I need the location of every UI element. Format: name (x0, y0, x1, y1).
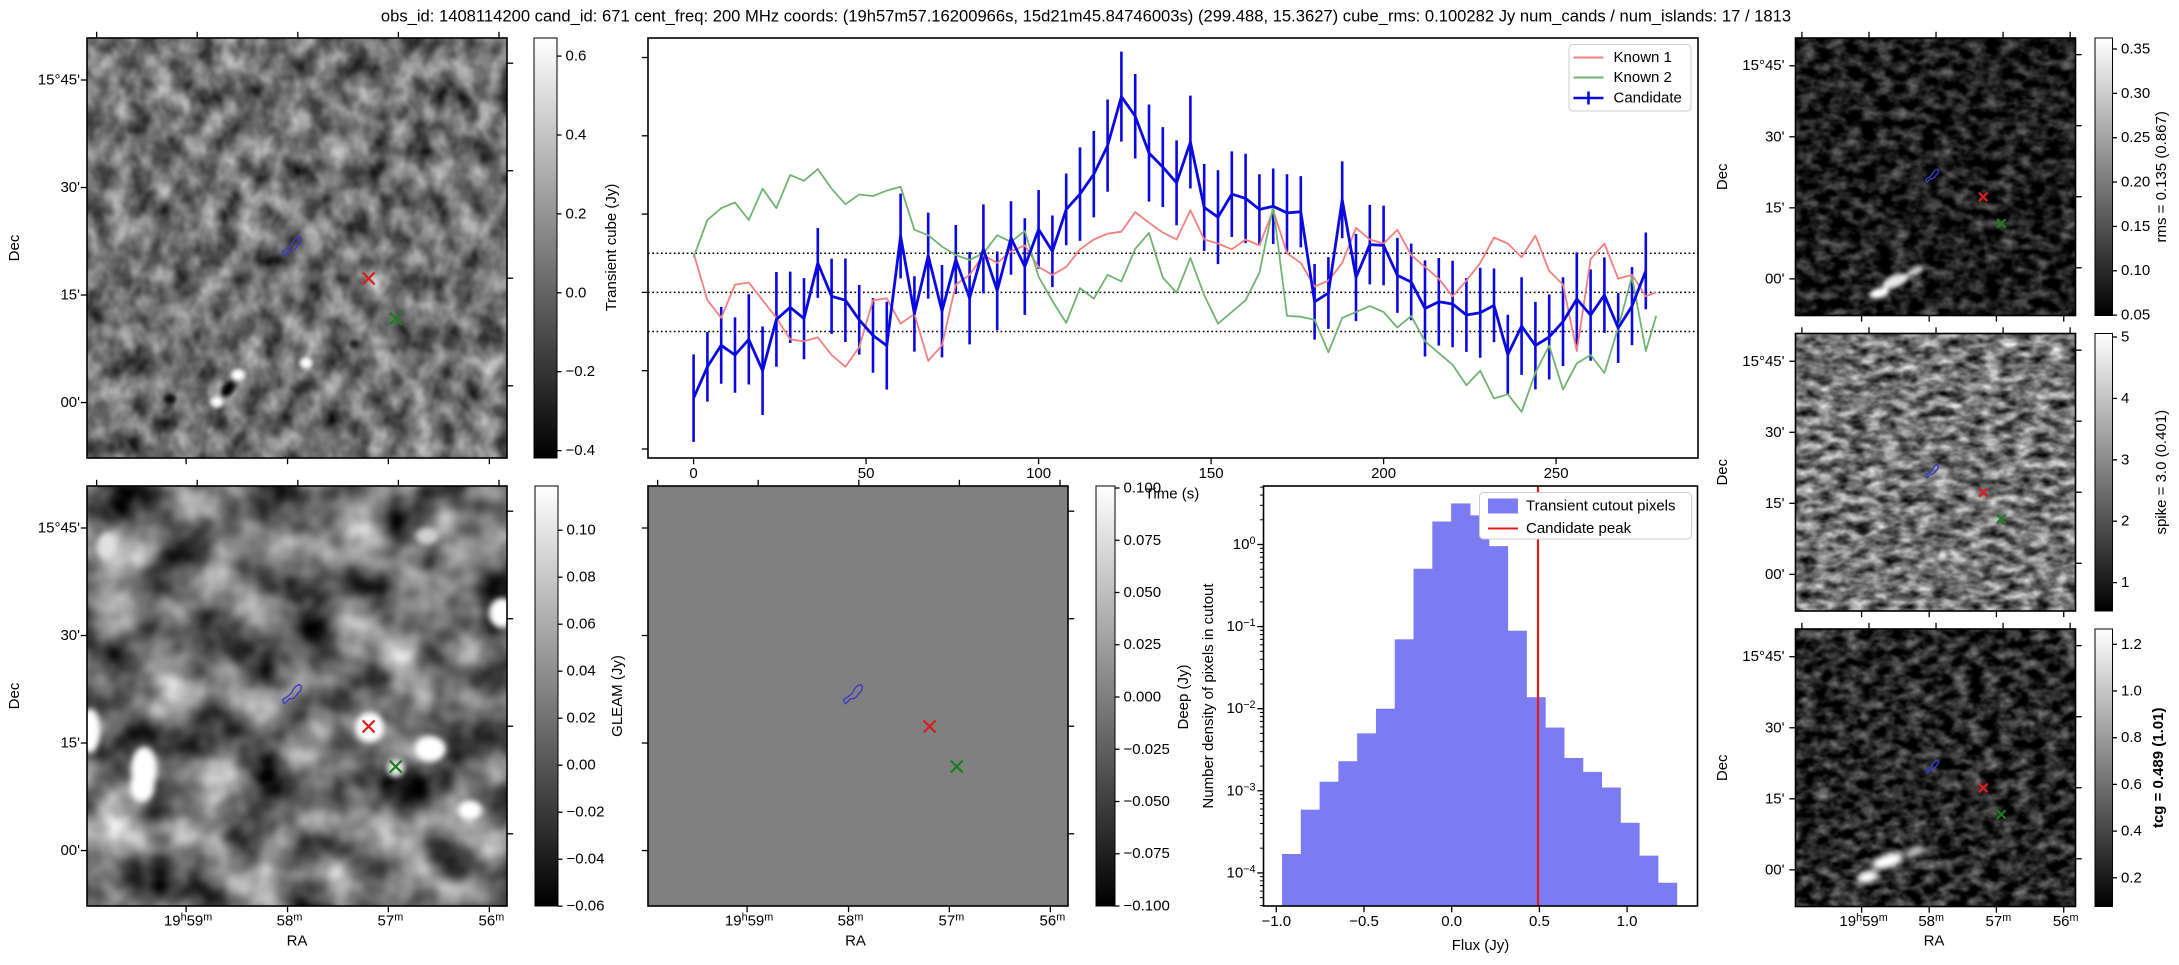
svg-text:0.6: 0.6 (2121, 776, 2142, 793)
svg-text:0.05: 0.05 (2121, 307, 2150, 324)
svg-text:0.075: 0.075 (1124, 532, 1162, 549)
svg-text:0.15: 0.15 (2121, 218, 2150, 235)
svg-text:1.0: 1.0 (2121, 682, 2142, 699)
svg-text:−0.02: −0.02 (567, 804, 605, 821)
svg-text:00': 00' (60, 842, 80, 859)
svg-text:−0.04: −0.04 (567, 851, 605, 868)
svg-text:GLEAM (Jy): GLEAM (Jy) (609, 655, 626, 737)
svg-text:RA: RA (845, 932, 866, 949)
svg-text:Time (s): Time (s) (1145, 485, 1199, 502)
svg-text:30': 30' (1765, 424, 1785, 441)
svg-text:Deep (Jy): Deep (Jy) (1175, 664, 1192, 729)
svg-text:Transient cutout pixels: Transient cutout pixels (1526, 497, 1676, 514)
svg-text:0.050: 0.050 (1124, 584, 1162, 601)
svg-text:00': 00' (60, 394, 80, 411)
svg-text:15': 15' (1765, 199, 1785, 216)
svg-text:Candidate: Candidate (1614, 89, 1682, 106)
svg-text:15': 15' (60, 734, 80, 751)
svg-text:Known 2: Known 2 (1614, 69, 1672, 86)
svg-text:0.4: 0.4 (2121, 823, 2142, 840)
svg-text:Known 1: Known 1 (1614, 49, 1672, 66)
svg-text:0.25: 0.25 (2121, 129, 2150, 146)
svg-text:2: 2 (2121, 513, 2129, 530)
svg-text:Transient cube (Jy): Transient cube (Jy) (603, 184, 620, 312)
svg-text:19h59m: 19h59m (1839, 913, 1887, 931)
svg-text:15°45': 15°45' (38, 519, 80, 536)
svg-text:0.06: 0.06 (567, 616, 596, 633)
svg-text:Dec: Dec (1714, 754, 1731, 781)
svg-text:0.04: 0.04 (567, 663, 596, 680)
svg-text:15°45': 15°45' (38, 71, 80, 88)
svg-text:4: 4 (2121, 390, 2129, 407)
svg-text:3: 3 (2121, 451, 2129, 468)
svg-text:−0.5: −0.5 (1349, 913, 1379, 930)
svg-text:50: 50 (858, 465, 875, 482)
svg-text:15°45': 15°45' (1742, 57, 1784, 74)
svg-text:100: 100 (1026, 465, 1051, 482)
svg-text:19h59m: 19h59m (725, 912, 773, 930)
svg-text:30': 30' (60, 179, 80, 196)
svg-text:15': 15' (1765, 790, 1785, 807)
svg-text:0: 0 (689, 465, 697, 482)
svg-text:0.10: 0.10 (2121, 262, 2150, 279)
svg-text:00': 00' (1765, 270, 1785, 287)
svg-text:0.30: 0.30 (2121, 85, 2150, 102)
svg-text:5: 5 (2121, 328, 2129, 345)
svg-text:15': 15' (60, 286, 80, 303)
svg-text:Dec: Dec (6, 682, 23, 709)
svg-text:Dec: Dec (6, 234, 23, 261)
svg-text:1.2: 1.2 (2121, 636, 2142, 653)
svg-text:0.025: 0.025 (1124, 636, 1162, 653)
svg-text:200: 200 (1371, 465, 1396, 482)
svg-text:15': 15' (1765, 495, 1785, 512)
svg-text:0.5: 0.5 (1529, 913, 1550, 930)
svg-text:Candidate peak: Candidate peak (1526, 520, 1632, 537)
svg-text:19h59m: 19h59m (164, 912, 212, 930)
svg-text:0.0: 0.0 (1441, 913, 1462, 930)
svg-text:0.00: 0.00 (567, 757, 596, 774)
svg-text:0.08: 0.08 (567, 569, 596, 586)
svg-text:15°45': 15°45' (1742, 648, 1784, 665)
svg-text:15°45': 15°45' (1742, 353, 1784, 370)
svg-text:−0.06: −0.06 (567, 898, 605, 915)
svg-text:1.0: 1.0 (1617, 913, 1638, 930)
svg-text:obs_id: 1408114200 cand_id: 67: obs_id: 1408114200 cand_id: 671 cent_fre… (381, 6, 1791, 25)
svg-text:−0.050: −0.050 (1124, 793, 1170, 810)
svg-text:0.000: 0.000 (1124, 688, 1162, 705)
svg-text:rms = 0.135 (0.867): rms = 0.135 (0.867) (2153, 111, 2170, 242)
svg-text:0.2: 0.2 (566, 205, 587, 222)
svg-text:30': 30' (1765, 719, 1785, 736)
svg-text:−1.0: −1.0 (1261, 913, 1291, 930)
svg-text:tcg = 0.489 (1.01): tcg = 0.489 (1.01) (2150, 708, 2167, 828)
svg-text:Flux (Jy): Flux (Jy) (1452, 937, 1510, 954)
svg-text:RA: RA (287, 932, 308, 949)
svg-text:RA: RA (1924, 932, 1945, 949)
svg-text:0.02: 0.02 (567, 710, 596, 727)
svg-text:250: 250 (1544, 465, 1569, 482)
svg-text:−0.100: −0.100 (1124, 897, 1170, 914)
svg-text:1: 1 (2121, 574, 2129, 591)
svg-text:0.0: 0.0 (566, 284, 587, 301)
svg-text:0.2: 0.2 (2121, 869, 2142, 886)
svg-text:0.100: 0.100 (1124, 479, 1162, 496)
svg-text:−0.025: −0.025 (1124, 741, 1170, 758)
svg-text:−0.4: −0.4 (566, 442, 596, 459)
svg-text:−0.2: −0.2 (566, 363, 596, 380)
svg-text:spike = 3.0 (0.401): spike = 3.0 (0.401) (2153, 410, 2170, 535)
svg-text:Dec: Dec (1714, 458, 1731, 485)
svg-text:0.10: 0.10 (567, 522, 596, 539)
svg-text:0.8: 0.8 (2121, 729, 2142, 746)
svg-text:30': 30' (60, 627, 80, 644)
svg-text:0.20: 0.20 (2121, 174, 2150, 191)
svg-text:00': 00' (1765, 861, 1785, 878)
svg-text:30': 30' (1765, 128, 1785, 145)
svg-text:0.35: 0.35 (2121, 40, 2150, 57)
svg-text:150: 150 (1199, 465, 1224, 482)
svg-text:Number density of pixels in cu: Number density of pixels in cutout (1200, 583, 1217, 809)
svg-text:00': 00' (1765, 566, 1785, 583)
svg-text:−0.075: −0.075 (1124, 845, 1170, 862)
svg-text:0.4: 0.4 (566, 126, 587, 143)
svg-text:0.6: 0.6 (566, 48, 587, 65)
svg-text:Dec: Dec (1714, 163, 1731, 190)
